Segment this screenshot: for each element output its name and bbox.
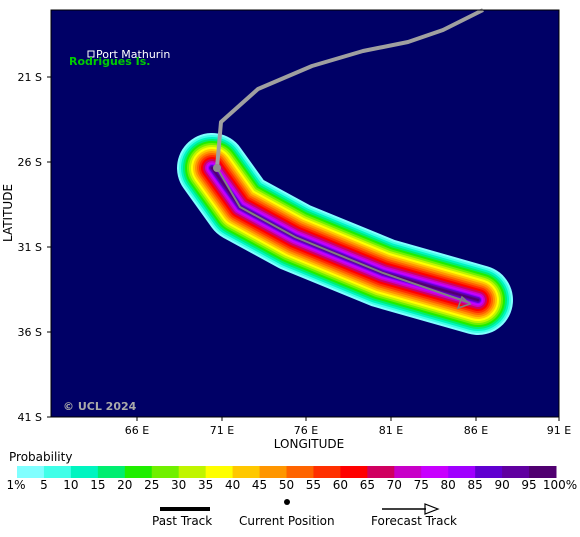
- copyright-label: © UCL 2024: [63, 400, 137, 413]
- plot-frame: [50, 9, 560, 418]
- legend-tick-label: 35: [198, 478, 214, 492]
- legend-title: Probability: [9, 450, 73, 464]
- legend-tick-label: 20: [117, 478, 133, 492]
- forecast-arrowhead: [456, 295, 472, 310]
- lon-tick-label: 81 E: [379, 424, 403, 437]
- legend-tick-label: 70: [386, 478, 402, 492]
- legend-swatch: [97, 466, 126, 478]
- past-track-key-label: Past Track: [152, 514, 213, 528]
- lat-tick-marks: [47, 76, 51, 418]
- y-axis-title: LATITUDE: [1, 184, 15, 242]
- legend-tick-label: 1%: [6, 478, 26, 492]
- lon-tick-label: 71 E: [210, 424, 234, 437]
- legend-swatch: [313, 466, 341, 478]
- legend-swatch: [232, 466, 261, 478]
- port-mathurin-marker: [87, 50, 95, 58]
- lon-tick-label: 76 E: [294, 424, 318, 437]
- legend-tick-label: 50: [278, 478, 295, 492]
- current-position-key-dot: [284, 499, 290, 505]
- x-axis-title: LONGITUDE: [274, 437, 344, 451]
- probability-color-bar: [17, 466, 557, 478]
- lon-tick-label: 91 E: [547, 424, 571, 437]
- port-mathurin-label: Port Mathurin: [96, 48, 170, 61]
- legend-swatch: [394, 466, 422, 478]
- legend-swatch: [286, 466, 314, 478]
- past-track-line: [215, 8, 484, 169]
- legend-swatch: [17, 466, 45, 478]
- lat-tick-label: 41 S: [18, 411, 42, 424]
- legend-tick-label: 90: [494, 478, 510, 492]
- legend-swatch: [529, 466, 557, 478]
- legend-tick-label: 80: [440, 478, 456, 492]
- legend-tick-label: 15: [90, 478, 106, 492]
- lat-tick-label: 21 S: [18, 71, 42, 84]
- legend-swatch: [502, 466, 530, 478]
- legend-swatch: [421, 466, 449, 478]
- legend-tick-label: 85: [467, 478, 483, 492]
- current-position-key-label: Current Position: [239, 514, 335, 528]
- lon-tick-label: 66 E: [125, 424, 149, 437]
- lat-tick-label: 36 S: [18, 326, 42, 339]
- legend-swatch: [205, 466, 234, 478]
- legend-tick-label: 60: [332, 478, 349, 492]
- forecast-track-key-arrow: [424, 503, 440, 515]
- lat-tick-label: 26 S: [18, 156, 42, 169]
- legend-swatch: [124, 466, 153, 478]
- lon-tick-label: 86 E: [464, 424, 488, 437]
- legend-swatch: [367, 466, 395, 478]
- island-label: Rodrigues Is.: [69, 55, 150, 68]
- legend-tick-label: 95: [521, 478, 537, 492]
- forecast-track-key-label: Forecast Track: [371, 514, 457, 528]
- legend-swatch: [259, 466, 287, 478]
- legend-swatch: [70, 466, 99, 478]
- legend-tick-label: 10: [63, 478, 79, 492]
- legend-swatch: [448, 466, 476, 478]
- forecast-track-line: [216, 167, 471, 304]
- legend-swatch: [151, 466, 180, 478]
- legend-swatch: [178, 466, 207, 478]
- legend-tick-label: 5: [40, 478, 48, 492]
- legend-swatch: [43, 466, 72, 478]
- current-position-marker: [213, 164, 221, 172]
- legend-swatch: [475, 466, 503, 478]
- legend-tick-label: 100%: [542, 478, 578, 492]
- legend-tick-label: 75: [413, 478, 429, 492]
- legend-swatch: [340, 466, 368, 478]
- legend-tick-label: 40: [224, 478, 241, 492]
- legend-tick-label: 45: [251, 478, 268, 492]
- legend-tick-label: 30: [171, 478, 187, 492]
- lon-tick-marks: [136, 417, 560, 421]
- legend-tick-label: 55: [305, 478, 322, 492]
- legend-tick-label: 25: [144, 478, 160, 492]
- legend-tick-label: 65: [359, 478, 375, 492]
- lat-tick-label: 31 S: [18, 241, 42, 254]
